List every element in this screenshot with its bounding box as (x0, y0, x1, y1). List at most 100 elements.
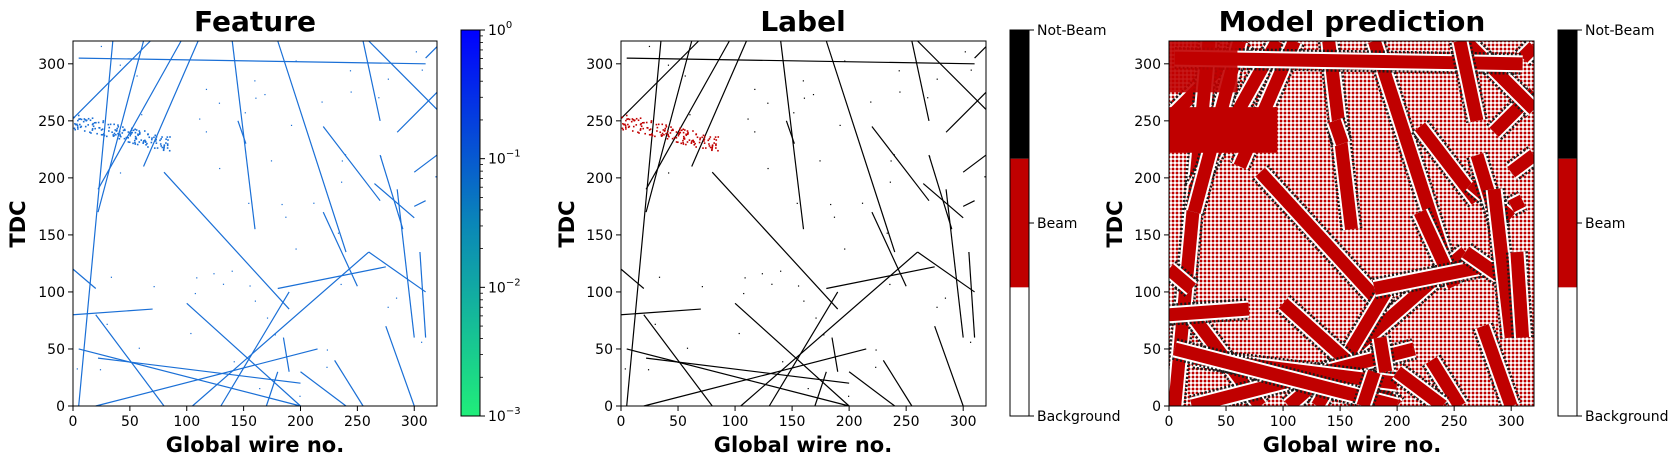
beam-hit (639, 117, 642, 120)
beam-hit (682, 137, 685, 140)
beam-hit (161, 136, 163, 138)
beam-hit (696, 136, 699, 139)
beam-hit (121, 132, 124, 134)
x-tick-label: 200 (836, 414, 863, 430)
beam-hit (118, 130, 121, 133)
beam-hit (96, 132, 98, 135)
beam-hit (637, 119, 640, 122)
noise-hit (899, 91, 901, 93)
beam-hit (650, 120, 653, 122)
beam-hit (111, 131, 113, 134)
noise-hit (341, 160, 343, 162)
track-hit-line (396, 189, 415, 338)
noise-hit (689, 114, 691, 116)
track-hit-line (645, 40, 693, 213)
beam-hit (154, 140, 157, 142)
beam-hit (667, 130, 669, 133)
prediction-band (1476, 323, 1518, 406)
noise-hit (648, 45, 651, 48)
beam-hit (155, 136, 158, 138)
beam-hit (640, 122, 642, 125)
noise-hit (119, 64, 121, 66)
track-hit-line (917, 251, 975, 293)
beam-hit (713, 138, 716, 140)
track-hit-line (691, 40, 748, 167)
y-tick-label: 50 (1143, 342, 1161, 358)
beam-hit (90, 132, 92, 134)
track-hit-line (643, 348, 867, 407)
track-hit-line (413, 200, 426, 207)
beam-hit (650, 121, 653, 124)
noise-hit (244, 112, 246, 114)
beam-hit (692, 139, 694, 142)
beam-hit (688, 139, 691, 141)
beam-hit (694, 142, 696, 145)
noise-hit (274, 334, 276, 336)
colorbar-tick-exponent: 0 (506, 20, 512, 31)
beam-hit (166, 144, 169, 147)
noise-hit (344, 154, 347, 156)
noise-hit (340, 283, 342, 286)
track-hit-line (95, 314, 165, 407)
noise-hit (100, 45, 102, 48)
beam-hit (677, 141, 679, 144)
track-hit-line (362, 40, 381, 121)
beam-hit (128, 141, 131, 144)
beam-hit (665, 132, 667, 135)
noise-hit (844, 60, 846, 62)
beam-hit (698, 141, 701, 144)
noise-hit (747, 118, 749, 120)
y-tick-label: 250 (1134, 114, 1161, 130)
noise-hit (754, 88, 756, 91)
colorbar-tick-label: Background (1585, 409, 1669, 425)
beam-hit (680, 142, 683, 145)
noise-hit (803, 300, 805, 302)
beam-hit (91, 123, 94, 126)
y-tick-label: 50 (47, 342, 65, 358)
beam-hit (705, 147, 707, 149)
beam-hit (626, 118, 628, 120)
beam-hit (686, 133, 689, 136)
beam-hit (630, 120, 633, 123)
track-hit-line (620, 268, 645, 289)
noise-hit (395, 297, 398, 299)
colorbar-tick-exponent: −3 (506, 406, 521, 417)
noise-hit (205, 131, 208, 133)
noise-hit (889, 181, 891, 183)
track-hit-line (163, 171, 290, 310)
track-hit-line (826, 266, 935, 290)
noise-hit (295, 248, 297, 250)
beam-hit (627, 118, 630, 120)
beam-hit (102, 120, 105, 122)
beam-hit (130, 129, 133, 132)
noise-hit (929, 156, 931, 158)
colorbar-tick-label: Beam (1037, 216, 1077, 232)
beam-hit (108, 126, 111, 129)
noise-hit (886, 232, 888, 234)
track-hit-line (97, 40, 145, 213)
noise-hit (218, 102, 221, 104)
beam-hit (118, 137, 121, 140)
beam-hit (621, 116, 624, 119)
beam-hit (635, 124, 638, 126)
beam-hit (95, 121, 97, 124)
beam-hit (89, 131, 91, 134)
beam-hit (133, 139, 136, 142)
noise-hit (833, 216, 836, 218)
beam-hit (146, 142, 148, 145)
x-tick-label: 150 (230, 414, 257, 430)
noise-hit (647, 369, 650, 371)
track-hit-line (780, 40, 805, 230)
track-hit-line (385, 325, 415, 407)
beam-hit (105, 135, 108, 138)
beam-hit (708, 143, 710, 145)
beam-hit (79, 118, 82, 120)
track-hit-line (825, 40, 896, 253)
beam-hit (100, 133, 103, 136)
plot-area-label (620, 40, 987, 407)
x-tick-label: 50 (669, 414, 687, 430)
noise-hit (110, 276, 113, 278)
beam-hit (89, 119, 92, 122)
noise-hit (194, 292, 196, 295)
noise-hit (984, 176, 986, 178)
